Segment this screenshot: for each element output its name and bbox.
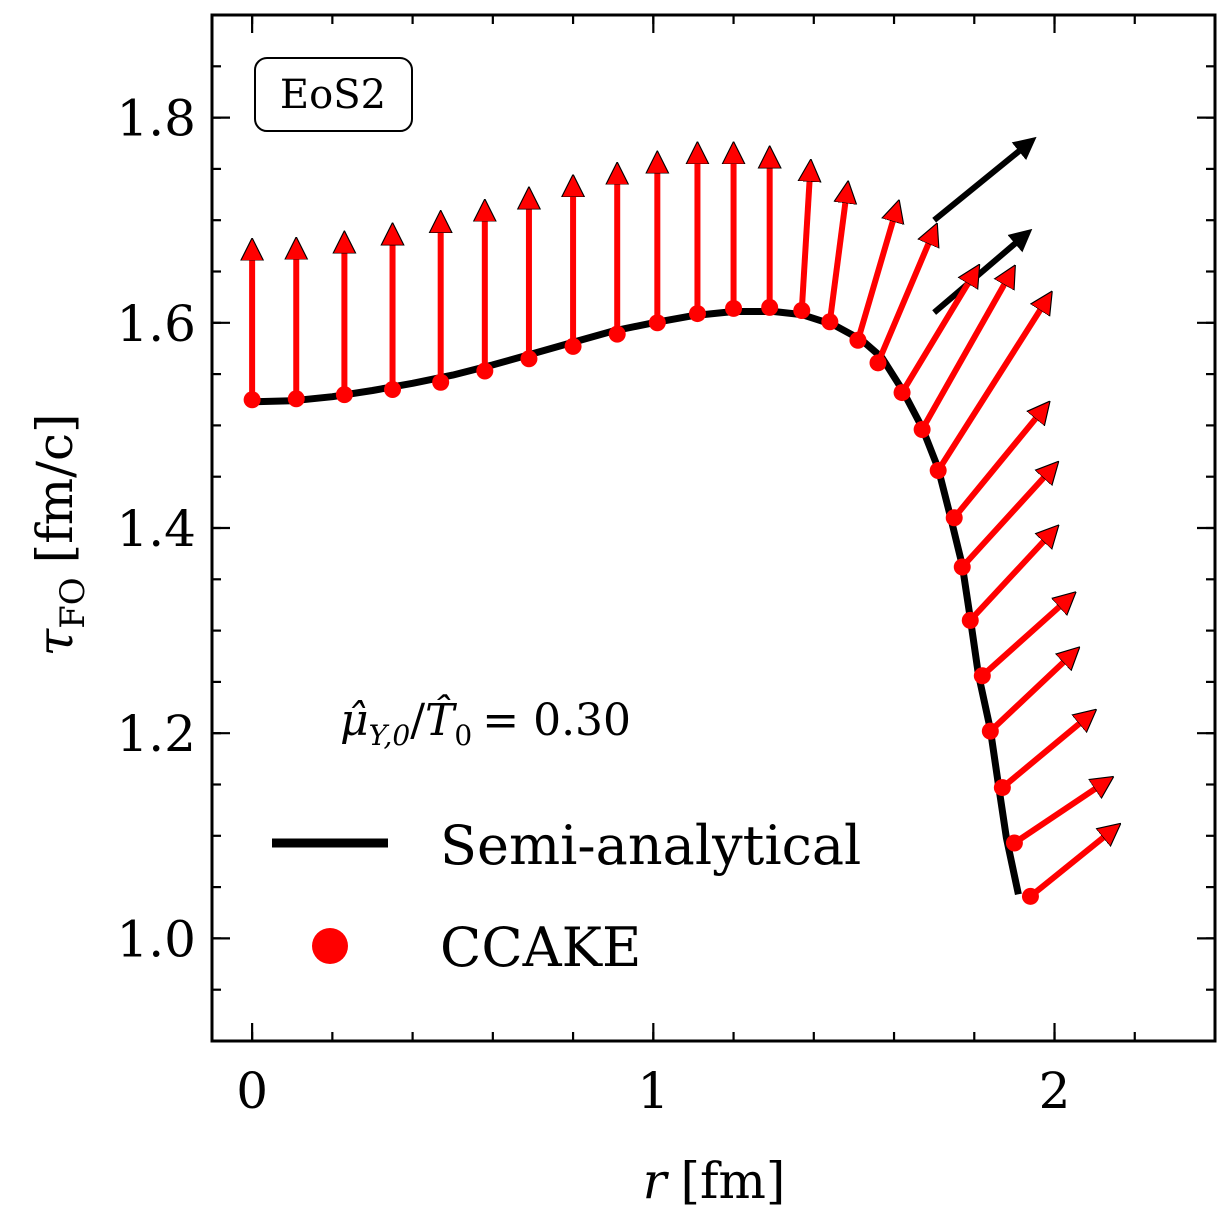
ccake-normal-arrow bbox=[875, 240, 930, 364]
ccake-point bbox=[929, 462, 947, 480]
ccake-point bbox=[564, 337, 582, 355]
ccake-point bbox=[893, 384, 911, 402]
ccake-normal-arrow bbox=[935, 306, 1042, 473]
ccake-point bbox=[821, 313, 839, 331]
y-tick-label: 1.4 bbox=[116, 500, 196, 558]
ccake-point bbox=[476, 362, 494, 380]
ccake-normal-arrow bbox=[1012, 787, 1098, 846]
ccake-point bbox=[432, 373, 450, 391]
ccake-point bbox=[981, 722, 999, 740]
y-tick-label: 1.2 bbox=[116, 705, 196, 763]
ccake-normal-arrow bbox=[855, 217, 894, 342]
ccake-normal-arrow bbox=[826, 199, 846, 323]
semi-analytical-normal-arrow bbox=[932, 228, 1033, 315]
ccake-point bbox=[243, 391, 261, 409]
semi-analytical-normal-arrow bbox=[932, 136, 1037, 223]
y-tick-label: 1.6 bbox=[116, 295, 196, 353]
ccake-point bbox=[335, 386, 353, 404]
ccake-point bbox=[961, 611, 979, 629]
legend-label-semi-analytical: Semi-analytical bbox=[440, 814, 861, 877]
ccake-point bbox=[973, 667, 991, 685]
ccake-point bbox=[688, 305, 706, 323]
ccake-point bbox=[287, 390, 305, 408]
ccake-point bbox=[953, 558, 971, 576]
ccake-point bbox=[608, 325, 626, 343]
x-tick-label: 0 bbox=[236, 1062, 268, 1120]
ccake-normal-arrow bbox=[951, 415, 1038, 520]
y-axis-label: τFO[fm/c] bbox=[26, 414, 93, 657]
ccake-point bbox=[725, 299, 743, 317]
legend: Semi-analytical CCAKE bbox=[272, 814, 861, 979]
axes: 0 1 2 1.0 1.2 1.4 1.6 1.8 bbox=[116, 13, 1217, 1120]
y-tick-label: 1.0 bbox=[116, 910, 196, 968]
ccake-normal-arrow bbox=[919, 281, 1006, 431]
ccake-normal-arrow bbox=[960, 475, 1046, 570]
legend-marker-ccake bbox=[312, 928, 348, 964]
ccake-normal-arrow bbox=[980, 604, 1062, 678]
ccake-point bbox=[913, 421, 931, 439]
ccake-point bbox=[648, 314, 666, 332]
ccake-point bbox=[384, 380, 402, 398]
legend-label-ccake: CCAKE bbox=[440, 916, 641, 979]
ccake-normal-arrow bbox=[1000, 721, 1082, 790]
ccake-point bbox=[945, 509, 963, 527]
ccake-point bbox=[849, 331, 867, 349]
eos-label-box: EoS2 bbox=[254, 57, 413, 132]
ccake-normal-arrow bbox=[968, 538, 1046, 623]
ccake-normal-arrow bbox=[1028, 835, 1106, 899]
y-tick-label: 1.8 bbox=[116, 90, 196, 148]
plot-frame bbox=[210, 13, 1217, 1043]
ccake-point bbox=[993, 779, 1011, 797]
x-tick-label: 2 bbox=[1039, 1062, 1071, 1120]
ccake-point bbox=[1005, 834, 1023, 852]
ccake-point bbox=[869, 354, 887, 372]
ccake-point bbox=[793, 301, 811, 319]
ccake-point bbox=[761, 298, 779, 316]
eos-label: EoS2 bbox=[280, 72, 386, 118]
ccake-point bbox=[1021, 887, 1039, 905]
ccake-normal-arrow bbox=[802, 177, 810, 311]
plot-data bbox=[243, 136, 1107, 905]
ccake-normal-arrow bbox=[899, 280, 970, 395]
ccake-normal-arrow bbox=[988, 659, 1066, 734]
mu-over-t-annotation: μ̂Y,0/T̂0 = 0.30 bbox=[340, 693, 631, 752]
x-tick-label: 1 bbox=[637, 1062, 669, 1120]
x-axis-label: r [fm] bbox=[643, 1152, 786, 1210]
ccake-point bbox=[520, 350, 538, 368]
